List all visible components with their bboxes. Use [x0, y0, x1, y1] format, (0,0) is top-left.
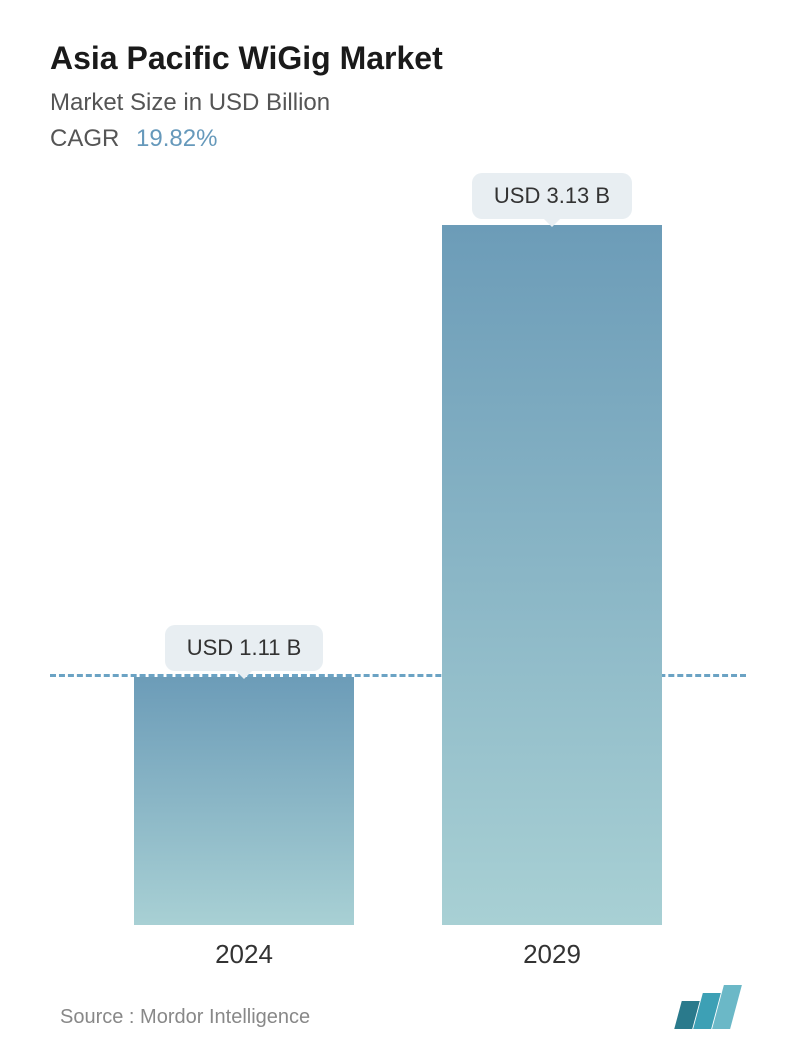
x-label-2029: 2029	[523, 939, 581, 970]
value-badge-2029: USD 3.13 B	[472, 173, 632, 219]
bar-group-2024: USD 1.11 B 2024	[134, 625, 354, 925]
source-text: Source : Mordor Intelligence	[60, 1006, 310, 1029]
bar-group-2029: USD 3.13 B 2029	[442, 173, 662, 925]
bar-2029	[442, 225, 662, 925]
cagr-row: CAGR 19.82%	[50, 125, 746, 153]
mordor-logo-icon	[678, 985, 736, 1029]
footer: Source : Mordor Intelligence	[50, 985, 746, 1039]
chart-area: USD 1.11 B 2024 USD 3.13 B 2029	[50, 173, 746, 985]
cagr-label: CAGR	[50, 125, 119, 152]
chart-title: Asia Pacific WiGig Market	[50, 40, 746, 77]
value-badge-2024: USD 1.11 B	[165, 625, 324, 671]
source-label: Source :	[60, 1006, 134, 1028]
bar-2024	[134, 677, 354, 925]
cagr-value: 19.82%	[136, 125, 217, 152]
chart-container: Asia Pacific WiGig Market Market Size in…	[0, 0, 796, 1034]
x-label-2024: 2024	[215, 939, 273, 970]
chart-subtitle: Market Size in USD Billion	[50, 89, 746, 117]
source-value: Mordor Intelligence	[140, 1006, 310, 1028]
